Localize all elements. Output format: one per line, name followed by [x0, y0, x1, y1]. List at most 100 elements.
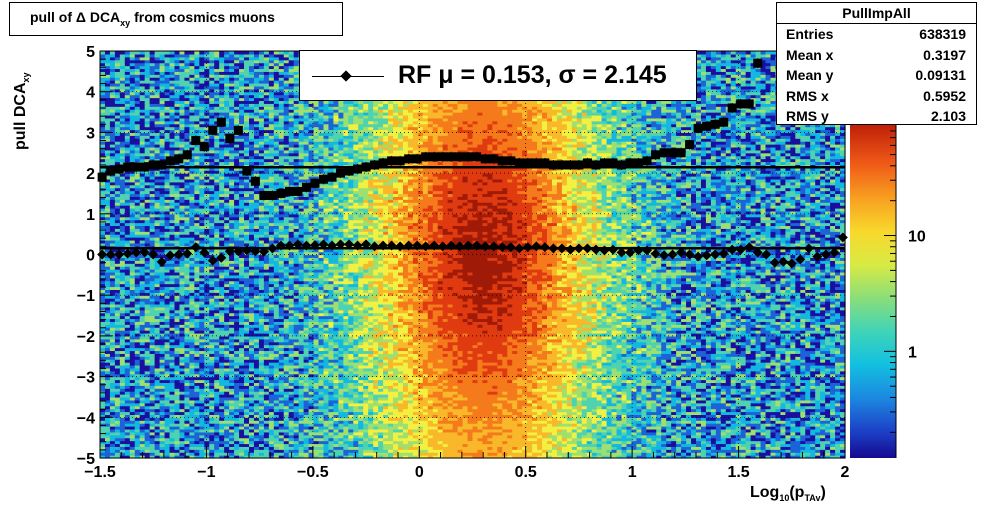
heatmap-cell [129, 62, 136, 67]
heatmap-cell [139, 446, 146, 450]
heatmap-cell [164, 362, 171, 366]
heatmap-cell [144, 269, 151, 273]
heatmap-cell [109, 298, 116, 302]
heatmap-cell [129, 158, 136, 163]
heatmap-cell [164, 431, 171, 436]
heatmap-cell [104, 207, 111, 212]
heatmap-cell [159, 341, 166, 346]
heatmap-cell [119, 332, 126, 337]
heatmap-cell [139, 149, 146, 154]
heatmap-cell [154, 91, 161, 96]
heatmap-cell [154, 51, 161, 55]
heatmap-cell [169, 452, 176, 456]
heatmap-cell [114, 242, 121, 247]
heatmap-cell [134, 205, 141, 209]
heatmap-cell [129, 74, 136, 78]
heatmap-cell [109, 199, 116, 203]
heatmap-cell [100, 341, 106, 346]
heatmap-cell [139, 399, 146, 404]
heatmap-cell [139, 141, 146, 145]
heatmap-cell [114, 426, 121, 430]
heatmap-cell [154, 155, 161, 160]
heatmap-cell [119, 303, 126, 308]
heatmap-cell [139, 178, 146, 183]
heatmap-cell [100, 222, 106, 227]
heatmap-cell [129, 330, 136, 334]
heatmap-cell [104, 51, 111, 55]
heatmap-cell [114, 117, 121, 122]
heatmap-cell [144, 71, 151, 75]
heatmap-cell [114, 303, 121, 308]
heatmap-cell [104, 306, 111, 311]
heatmap-cell [129, 254, 136, 259]
heatmap-cell [134, 149, 141, 154]
heatmap-cell [104, 402, 111, 407]
heatmap-cell [114, 97, 121, 102]
heatmap-cell [164, 289, 171, 293]
heatmap-cell [144, 414, 151, 418]
heatmap-cell [159, 271, 166, 276]
heatmap-cell [159, 303, 166, 308]
heatmap-cell [159, 190, 166, 195]
heatmap-cell [124, 126, 131, 131]
heatmap-cell [100, 394, 106, 398]
heatmap-cell [134, 455, 141, 459]
heatmap-cell [104, 408, 111, 413]
heatmap-cell [129, 324, 136, 328]
heatmap-cell [104, 129, 111, 133]
heatmap-cell [139, 239, 146, 244]
heatmap-cell [144, 370, 151, 375]
heatmap-cell [139, 373, 146, 378]
heatmap-cell [164, 385, 171, 389]
heatmap-cell [159, 62, 166, 67]
heatmap-cell [154, 269, 161, 273]
heatmap-cell [159, 347, 166, 352]
heatmap-cell [109, 388, 116, 392]
heatmap-cell [114, 184, 121, 189]
heatmap-cell [164, 376, 171, 381]
heatmap-cell [134, 309, 141, 314]
heatmap-cell [114, 181, 121, 186]
heatmap-cell [104, 391, 111, 395]
heatmap-cell [159, 117, 166, 122]
heatmap-cell [154, 315, 161, 320]
heatmap-cell [114, 269, 121, 273]
heatmap-cell [154, 254, 161, 259]
heatmap-cell [109, 431, 116, 436]
heatmap-cell [164, 103, 171, 107]
heatmap-cell [154, 219, 161, 224]
heatmap-cell [169, 289, 176, 293]
heatmap-cell [144, 344, 151, 349]
heatmap-cell [164, 184, 171, 189]
heatmap-cell [129, 109, 136, 113]
heatmap-cell [164, 364, 171, 369]
heatmap-cell [144, 196, 151, 200]
heatmap-cell [124, 202, 131, 206]
heatmap-cell [159, 178, 166, 183]
heatmap-cell [159, 91, 166, 96]
heatmap-cell [154, 332, 161, 337]
heatmap-cell [139, 82, 146, 87]
heatmap-cell [124, 158, 131, 163]
heatmap-cell [129, 178, 136, 183]
heatmap-cell [100, 292, 106, 296]
heatmap-cell [134, 254, 141, 259]
heatmap-cell [149, 193, 156, 197]
heatmap-cell [104, 370, 111, 375]
heatmap-cell [159, 353, 166, 357]
heatmap-cell [139, 376, 146, 381]
heatmap-cell [134, 437, 141, 442]
heatmap-cell [139, 428, 146, 433]
heatmap-cell [129, 443, 136, 447]
heatmap-cell [124, 388, 131, 392]
heatmap-cell [124, 440, 131, 445]
heatmap-cell [109, 376, 116, 381]
heatmap-cell [154, 193, 161, 197]
heatmap-cell [139, 184, 146, 189]
heatmap-cell [144, 216, 151, 221]
heatmap-cell [154, 391, 161, 395]
heatmap-cell [139, 146, 146, 151]
heatmap-cell [258, 51, 265, 55]
heatmap-cell [144, 385, 151, 389]
heatmap-cell [139, 440, 146, 445]
